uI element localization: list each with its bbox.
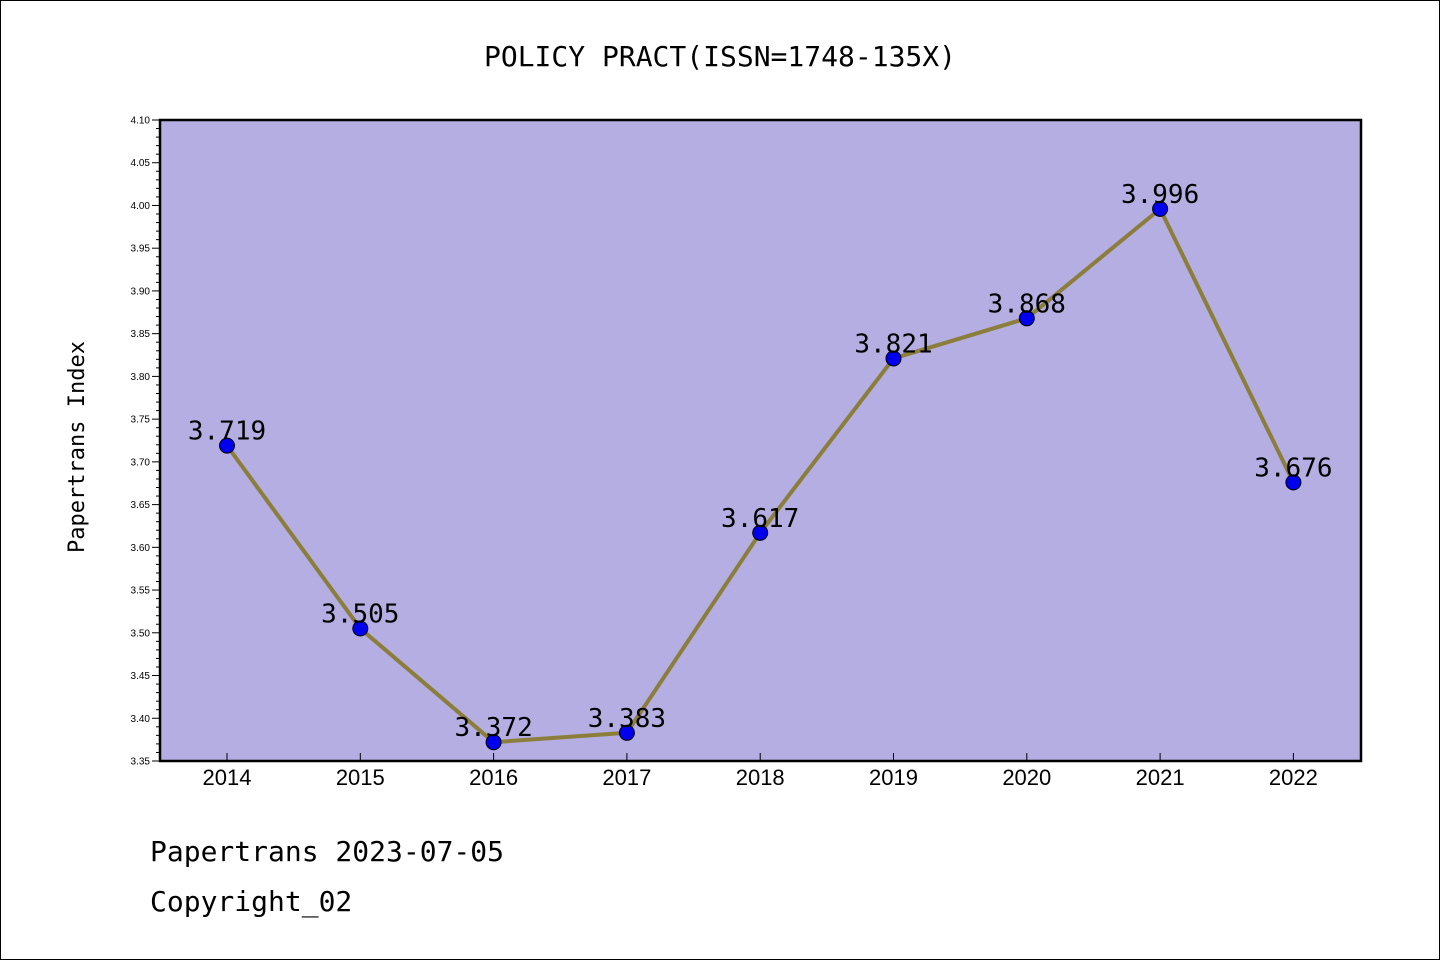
y-tick-label: 3.50: [131, 628, 151, 639]
data-label: 3.372: [454, 713, 532, 743]
x-tick-label: 2020: [1002, 765, 1051, 790]
data-point-marker: [1018, 310, 1035, 327]
y-tick-label: 3.35: [131, 757, 151, 768]
data-point-marker: [1152, 200, 1169, 217]
y-tick-label: 4.10: [131, 116, 151, 127]
x-tick-label: 2017: [602, 765, 651, 790]
data-point-marker: [485, 734, 502, 751]
x-tick-label: 2019: [869, 765, 918, 790]
data-label: 3.676: [1254, 453, 1332, 483]
footer-copyright-text: Copyright_02: [150, 885, 353, 918]
y-tick-label: 3.95: [131, 244, 151, 255]
y-tick-label: 3.70: [131, 457, 151, 468]
data-label: 3.505: [321, 600, 399, 630]
series: 3.719 3.505 3.372 3.383 3.617 3.821 3.868 3.996…: [188, 180, 1333, 751]
data-point-marker: [618, 724, 635, 741]
y-tick-label: 3.45: [131, 671, 151, 682]
data-point-marker: [885, 350, 902, 367]
y-tick-label: 3.90: [131, 286, 151, 297]
footer-date-text: Papertrans 2023-07-05: [150, 835, 505, 868]
y-tick-label: 3.65: [131, 500, 151, 511]
data-point-marker: [219, 437, 235, 454]
y-axis: 3.35 3.40 3.45 3.50 3.55 3.60 3.65 3.70 3.75 3.80…: [131, 116, 160, 768]
y-tick-label: 4.05: [131, 158, 151, 169]
plot-area: [160, 120, 1361, 761]
x-tick-label: 2014: [203, 765, 252, 790]
y-tick-label: 4.00: [131, 201, 151, 212]
x-tick-label: 2022: [1269, 765, 1318, 790]
y-tick-label: 3.75: [131, 415, 151, 426]
data-point-marker: [352, 620, 369, 637]
y-tick-label: 3.85: [131, 329, 151, 340]
x-tick-label: 2021: [1136, 765, 1185, 790]
y-tick-label: 3.40: [131, 714, 151, 725]
data-label: 3.868: [988, 289, 1066, 319]
y-tick-label: 3.55: [131, 586, 151, 597]
data-point-marker: [752, 524, 769, 541]
x-axis: 2014 2015 2016 2017 2018 2019 2020 2021 2022: [203, 753, 1318, 790]
y-tick-label: 3.60: [131, 543, 151, 554]
data-point-marker: [1285, 474, 1302, 491]
data-label: 3.617: [721, 504, 799, 534]
data-label: 3.996: [1121, 180, 1199, 210]
y-tick-label: 3.80: [131, 372, 151, 383]
x-tick-label: 2018: [736, 765, 785, 790]
data-label: 3.383: [588, 704, 666, 734]
data-label: 3.821: [854, 329, 932, 359]
chart-title: POLICY PRACT(ISSN=1748-135X): [484, 40, 956, 73]
y-axis-label: Papertrans Index: [65, 341, 90, 553]
data-label: 3.719: [188, 417, 266, 447]
x-tick-label: 2015: [336, 765, 385, 790]
plot-border: [158, 118, 1363, 763]
x-tick-label: 2016: [469, 765, 518, 790]
